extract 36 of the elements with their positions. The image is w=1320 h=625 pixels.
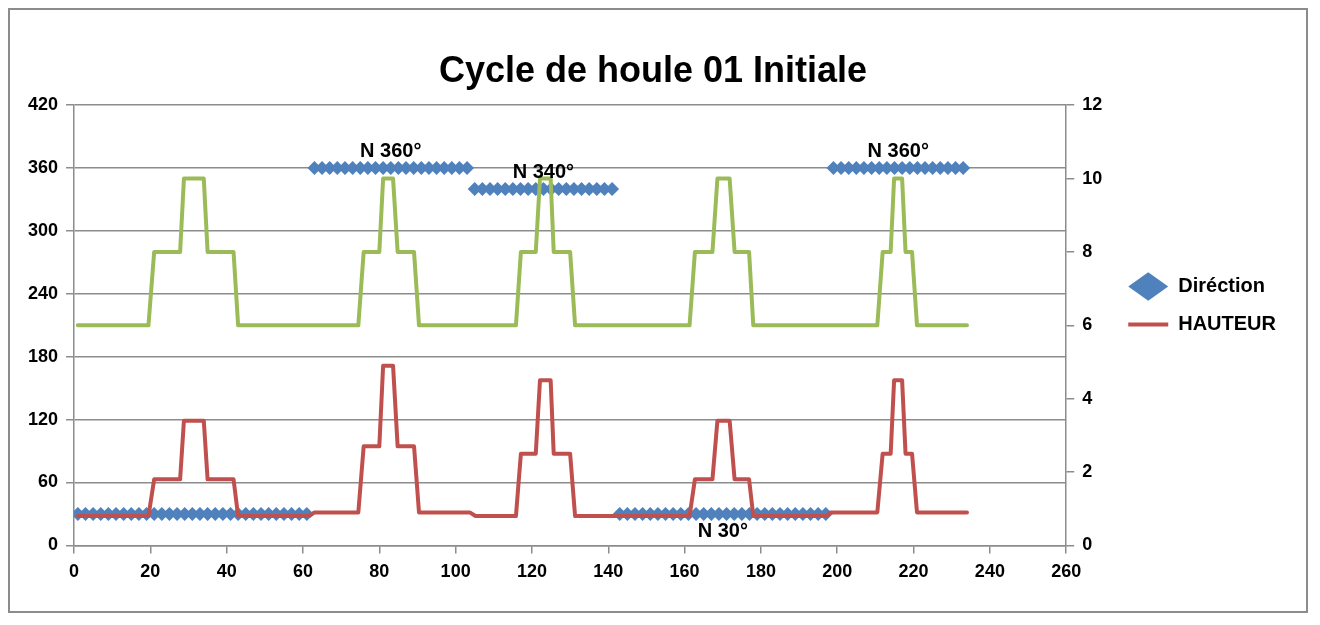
annotation: N 30° xyxy=(697,519,748,542)
y2-tick-label: 6 xyxy=(1082,314,1093,335)
y-tick-label: 240 xyxy=(27,282,59,303)
legend-label: Diréction xyxy=(1178,274,1265,297)
chart-title: Cycle de houle 01 Initiale xyxy=(438,48,868,90)
x-tick-label: 240 xyxy=(974,561,1005,582)
x-tick-label: 220 xyxy=(898,561,929,582)
x-tick-label: 140 xyxy=(593,561,624,582)
x-tick-label: 40 xyxy=(216,561,237,582)
x-tick-label: 80 xyxy=(369,561,390,582)
annotation: N 360° xyxy=(360,138,422,161)
x-tick-label: 20 xyxy=(140,561,161,582)
x-tick-label: 100 xyxy=(440,561,471,582)
y-tick-label: 300 xyxy=(27,219,59,240)
x-tick-label: 60 xyxy=(292,561,314,582)
x-tick-label: 200 xyxy=(822,561,853,582)
y-tick-label: 60 xyxy=(38,471,59,492)
y-tick-label: 180 xyxy=(27,345,59,366)
y-tick-label: 420 xyxy=(27,94,59,115)
y2-tick-label: 8 xyxy=(1082,240,1093,261)
y-tick-label: 360 xyxy=(27,157,59,178)
x-tick-label: 260 xyxy=(1051,561,1082,582)
x-tick-label: 0 xyxy=(69,561,80,582)
x-tick-label: 120 xyxy=(516,561,547,582)
annotation: N 360° xyxy=(867,138,929,161)
y2-tick-label: 10 xyxy=(1082,167,1103,188)
y-tick-label: 0 xyxy=(48,534,59,555)
y-tick-label: 120 xyxy=(27,408,59,429)
annotation: N 340° xyxy=(512,159,575,182)
legend-label: HAUTEUR xyxy=(1178,312,1277,335)
y2-tick-label: 0 xyxy=(1082,534,1093,555)
x-tick-label: 180 xyxy=(745,561,776,582)
y2-tick-label: 2 xyxy=(1082,461,1093,481)
y2-tick-label: 12 xyxy=(1082,94,1103,115)
y2-tick-label: 4 xyxy=(1082,387,1093,408)
x-tick-label: 160 xyxy=(669,561,700,582)
